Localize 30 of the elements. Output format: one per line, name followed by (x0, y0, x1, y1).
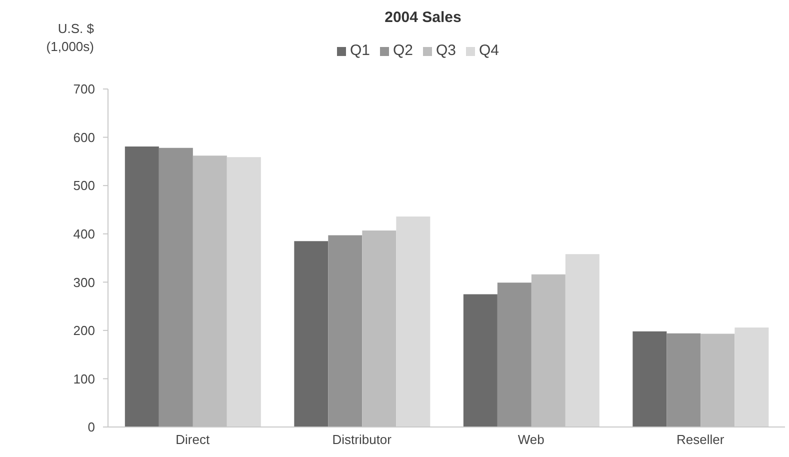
bar (463, 294, 498, 427)
bar (294, 241, 328, 427)
y-tick-label: 100 (73, 371, 95, 386)
bar (396, 216, 430, 427)
y-tick-label: 400 (73, 226, 95, 242)
y-tick-label: 500 (73, 178, 95, 194)
y-tick-label: 600 (73, 130, 95, 145)
x-tick-label: Distributor (332, 432, 392, 448)
chart-title: 2004 Sales (384, 9, 462, 26)
legend-label: Q1 (350, 42, 370, 59)
y-tick-label: 200 (73, 323, 95, 338)
bar (666, 333, 701, 427)
legend-label: Q3 (436, 42, 456, 59)
x-tick-label: Reseller (676, 432, 725, 448)
bar (734, 328, 769, 427)
y-axis-title: U.S. $ (1,000s) (45, 20, 94, 56)
legend-label: Q4 (479, 42, 500, 59)
bar (226, 157, 261, 427)
x-tick-label: Web (518, 432, 544, 448)
bar (632, 331, 667, 427)
bar (124, 146, 159, 427)
bar (497, 282, 532, 427)
y-tick-label: 300 (73, 274, 95, 290)
x-tick-label: Direct (176, 432, 210, 448)
bar (328, 235, 362, 427)
bar (158, 148, 193, 427)
legend-label: Q2 (392, 42, 413, 59)
y-tick-label: 700 (73, 82, 95, 97)
y-tick-label: 0 (88, 420, 95, 435)
bar (565, 254, 600, 427)
